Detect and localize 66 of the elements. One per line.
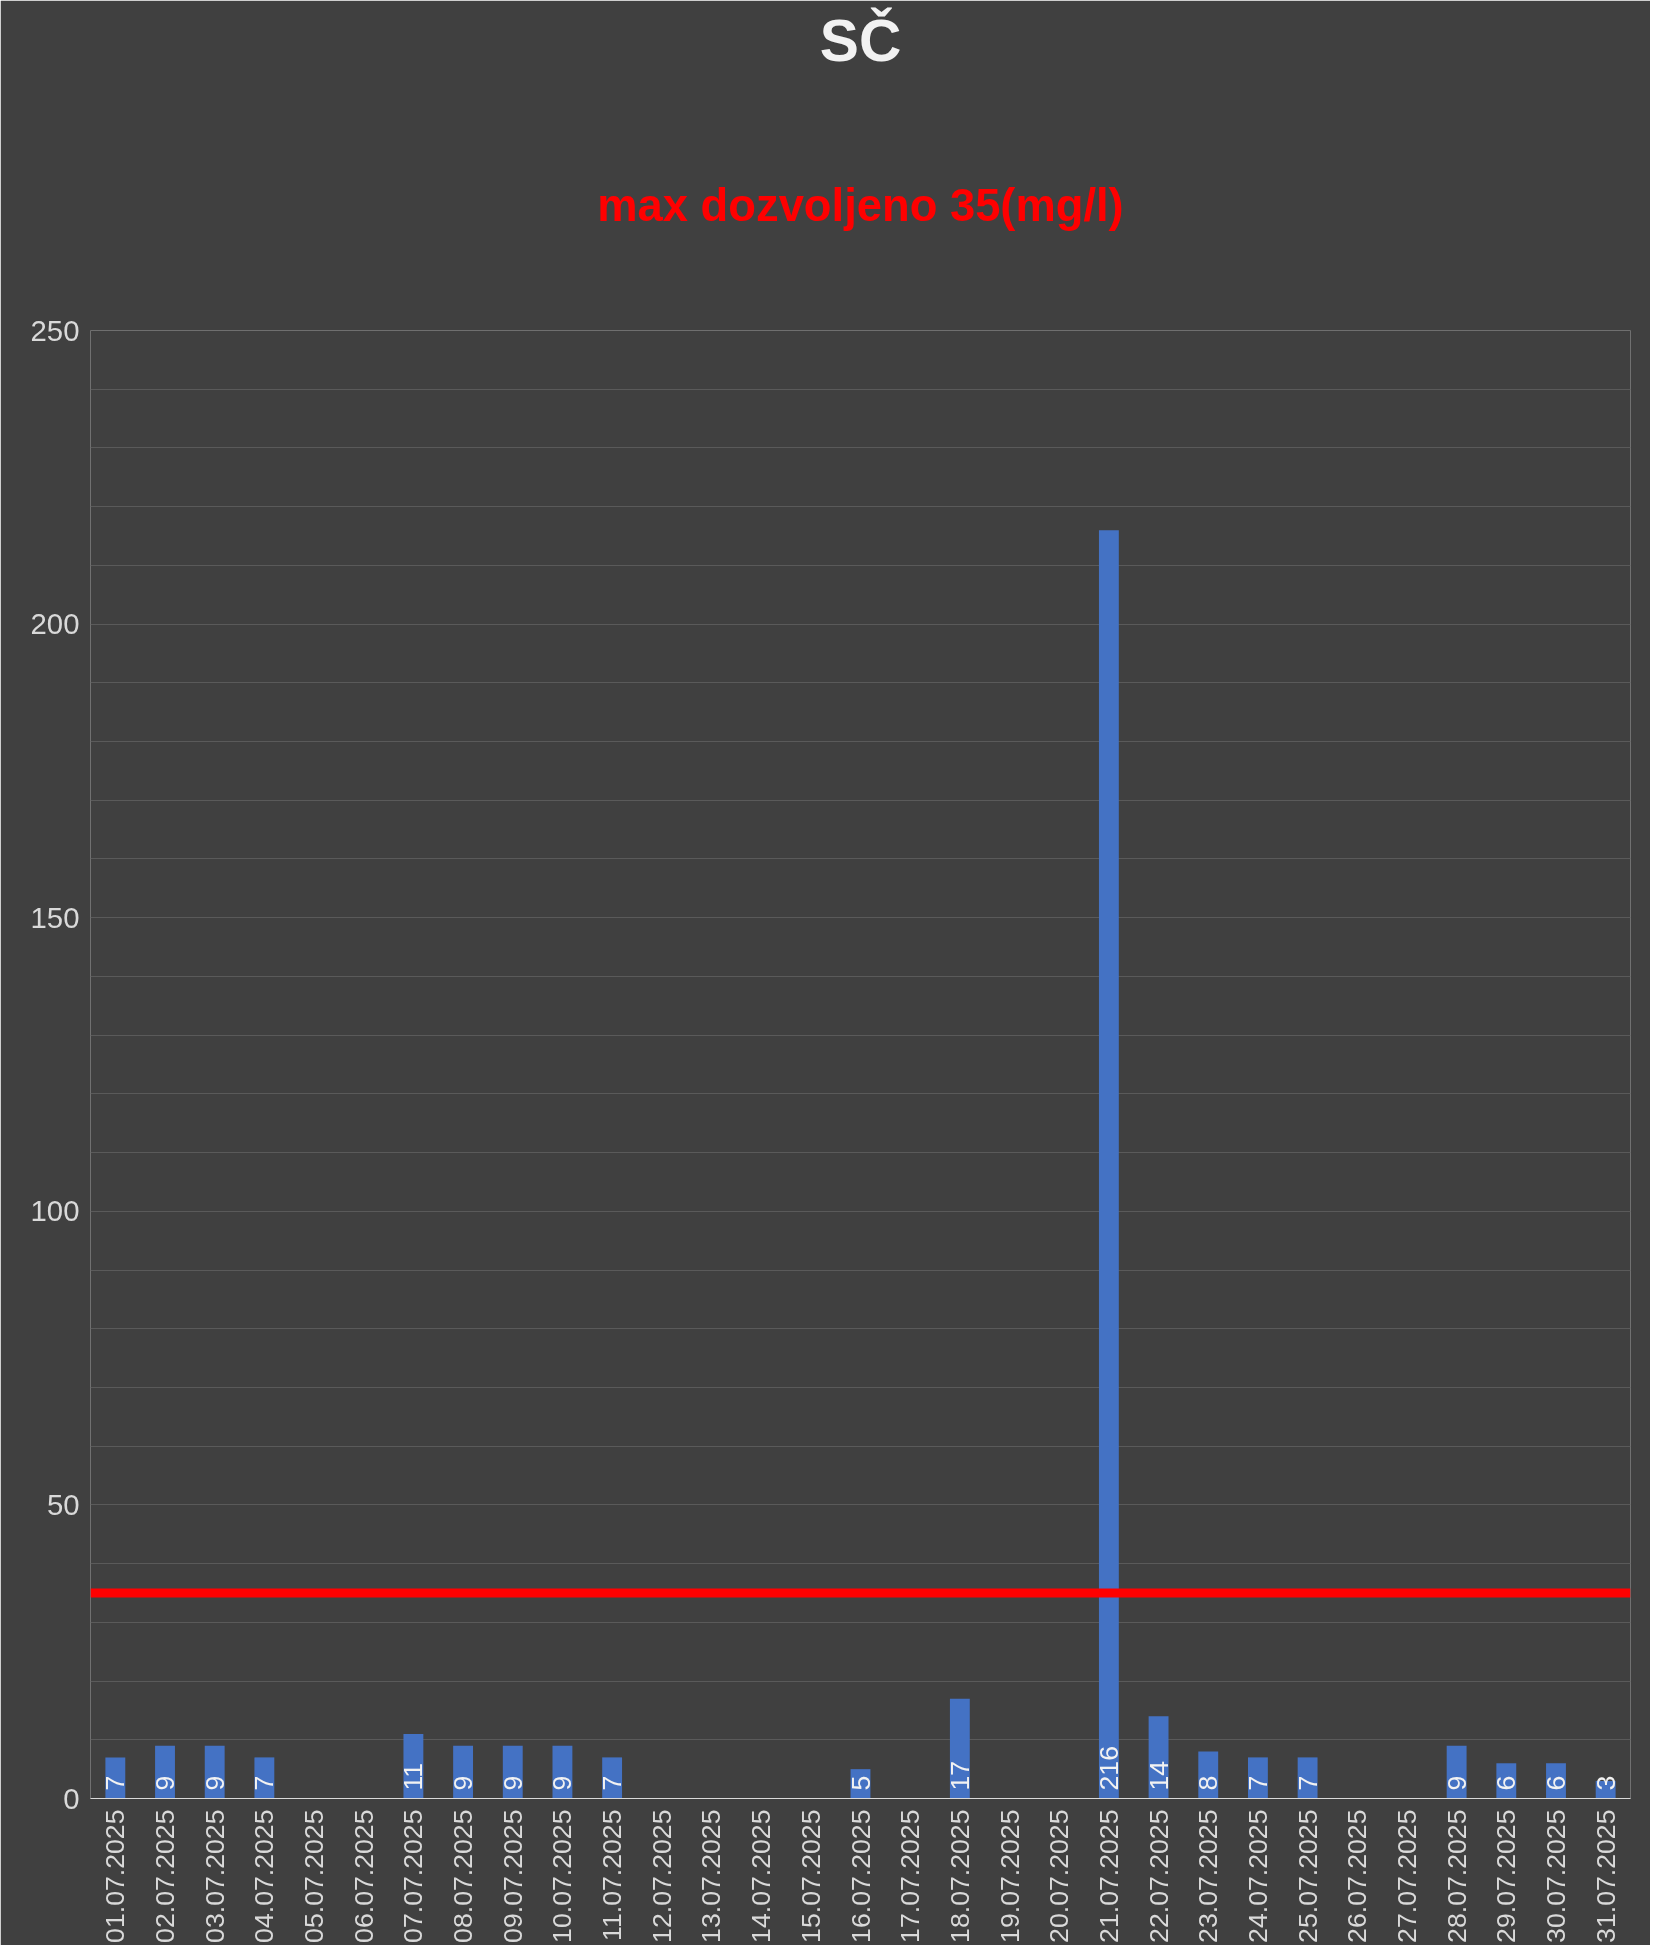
x-tick-label: 08.07.2025 <box>448 1809 479 1943</box>
data-label: 11 <box>398 1762 429 1791</box>
data-label: 9 <box>1441 1775 1472 1791</box>
x-tick-label: 17.07.2025 <box>895 1809 926 1943</box>
x-tick-label: 23.07.2025 <box>1193 1809 1224 1943</box>
bar <box>1247 1757 1268 1799</box>
x-tick-label: 24.07.2025 <box>1242 1809 1273 1943</box>
x-tick-label: 31.07.2025 <box>1590 1809 1621 1943</box>
x-tick-label: 20.07.2025 <box>1044 1809 1075 1943</box>
data-label: 7 <box>597 1775 628 1791</box>
chart-title: SČ <box>819 6 902 73</box>
y-tick-label: 250 <box>30 313 80 347</box>
data-label: 7 <box>249 1775 280 1791</box>
x-tick-label: 12.07.2025 <box>646 1809 677 1943</box>
bar <box>949 1698 970 1799</box>
x-tick-label: 11.07.2025 <box>597 1809 628 1941</box>
x-tick-label: 07.07.2025 <box>398 1809 429 1943</box>
bar <box>1098 530 1119 1799</box>
data-label: 3 <box>1590 1775 1621 1791</box>
bar <box>105 1757 126 1799</box>
data-label: 7 <box>1242 1775 1273 1791</box>
data-label: 14 <box>1143 1760 1174 1791</box>
x-tick-label: 28.07.2025 <box>1441 1809 1472 1943</box>
data-label: 6 <box>1540 1775 1571 1791</box>
bar <box>254 1757 275 1799</box>
chart-subtitle: max dozvoljeno 35(mg/l) <box>597 179 1124 231</box>
bar <box>602 1757 623 1799</box>
data-label: 216 <box>1093 1746 1124 1791</box>
data-label: 9 <box>497 1775 528 1791</box>
data-label: 8 <box>1193 1775 1224 1791</box>
x-tick-label: 09.07.2025 <box>497 1809 528 1943</box>
data-label: 17 <box>944 1760 975 1791</box>
x-tick-label: 02.07.2025 <box>150 1809 181 1943</box>
y-tick-label: 50 <box>46 1487 80 1521</box>
x-tick-label: 21.07.2025 <box>1093 1809 1124 1943</box>
x-tick-label: 26.07.2025 <box>1342 1809 1373 1943</box>
x-tick-label: 03.07.2025 <box>199 1809 230 1943</box>
x-tick-label: 29.07.2025 <box>1491 1809 1522 1943</box>
x-tick-label: 04.07.2025 <box>249 1809 280 1943</box>
data-label: 9 <box>199 1775 230 1791</box>
x-tick-label: 01.07.2025 <box>100 1809 131 1943</box>
x-tick-label: 06.07.2025 <box>348 1809 379 1943</box>
data-label: 9 <box>150 1775 181 1791</box>
y-tick-label: 0 <box>63 1781 80 1815</box>
x-tick-label: 14.07.2025 <box>746 1809 777 1943</box>
y-tick-label: 150 <box>30 900 80 934</box>
x-tick-label: 16.07.2025 <box>845 1809 876 1943</box>
data-label: 5 <box>845 1775 876 1791</box>
data-label: 6 <box>1491 1775 1522 1791</box>
x-tick-label: 15.07.2025 <box>795 1809 826 1943</box>
x-tick-label: 30.07.2025 <box>1540 1809 1571 1943</box>
data-label: 9 <box>448 1775 479 1791</box>
x-tick-label: 27.07.2025 <box>1391 1809 1422 1943</box>
x-tick-label: 19.07.2025 <box>994 1809 1025 1943</box>
data-label: 7 <box>1292 1775 1323 1791</box>
x-tick-label: 22.07.2025 <box>1143 1809 1174 1943</box>
x-tick-label: 10.07.2025 <box>547 1809 578 1943</box>
x-tick-label: 25.07.2025 <box>1292 1809 1323 1943</box>
x-tick-label: 13.07.2025 <box>696 1809 727 1943</box>
x-tick-label: 05.07.2025 <box>299 1809 330 1943</box>
bar <box>1297 1757 1318 1799</box>
x-tick-label: 18.07.2025 <box>944 1809 975 1943</box>
data-label: 9 <box>547 1775 578 1791</box>
data-label: 7 <box>100 1775 131 1791</box>
y-tick-label: 100 <box>30 1194 80 1228</box>
y-tick-label: 200 <box>30 607 80 641</box>
